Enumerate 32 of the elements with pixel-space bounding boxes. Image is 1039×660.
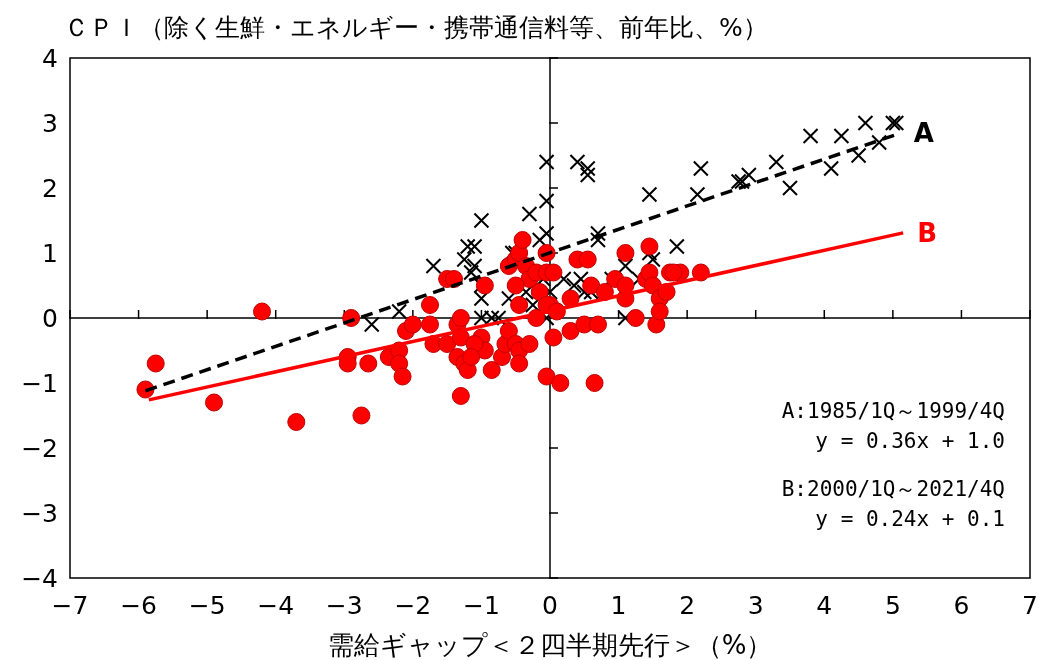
x-tick-label: 3	[747, 591, 764, 620]
y-tick-label: 0	[42, 304, 58, 333]
chart-title: ＣＰＩ（除く生鮮・エネルギー・携帯通信料等、前年比、%）	[64, 13, 768, 42]
series-label: A	[913, 118, 934, 149]
x-tick-label: −7	[51, 591, 89, 620]
x-axis-title: 需給ギャップ＜２四半期先行＞（%）	[327, 630, 773, 660]
x-tick-label: −4	[257, 591, 295, 620]
series-label: B	[917, 217, 937, 248]
y-tick-label: −4	[21, 564, 58, 593]
annotation: A:1985/1Q～1999/4Q	[781, 399, 1005, 423]
x-tick-label: −2	[394, 591, 432, 620]
y-tick-label: 4	[42, 44, 58, 73]
x-tick-label: 6	[953, 591, 970, 620]
x-tick-label: 4	[816, 591, 833, 620]
annotation: y = 0.36x + 1.0	[815, 429, 1005, 453]
x-tick-label: 7	[1022, 591, 1038, 620]
x-tick-label: −1	[463, 591, 500, 620]
y-tick-label: −2	[21, 434, 58, 463]
x-tick-label: 0	[542, 591, 558, 620]
x-tick-label: 5	[884, 591, 901, 620]
x-tick-label: −6	[120, 591, 157, 620]
x-tick-label: −3	[325, 591, 363, 620]
annotation: B:2000/1Q～2021/4Q	[781, 477, 1005, 501]
y-tick-label: 3	[42, 109, 58, 138]
y-tick-label: −3	[21, 499, 58, 528]
annotation: y = 0.24x + 0.1	[815, 507, 1005, 531]
x-tick-label: 1	[610, 591, 627, 620]
x-tick-label: 2	[679, 591, 696, 620]
y-tick-label: 2	[42, 174, 58, 203]
y-tick-label: 1	[42, 239, 58, 268]
y-tick-label: −1	[21, 369, 58, 398]
x-tick-label: −5	[188, 591, 226, 620]
